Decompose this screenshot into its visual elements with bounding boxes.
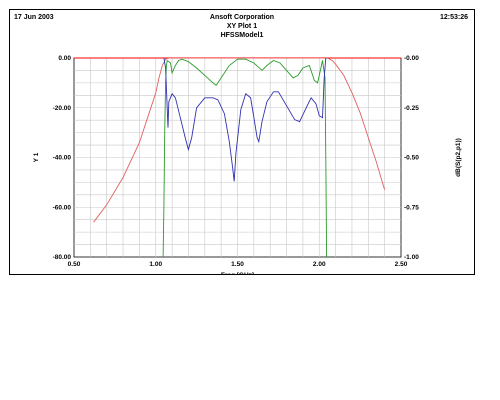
y-tick-label: -40.00 (53, 155, 72, 162)
y2-tick-label: -0.50 (404, 155, 419, 162)
x-tick-label: 0.50 (68, 261, 81, 268)
model-label: HFSSModel1 (220, 32, 264, 39)
y2-axis-title: dB(S(p2,p1)) (455, 138, 462, 177)
series-line-3 (163, 58, 328, 182)
y-tick-label: -60.00 (53, 204, 72, 211)
series-line-2 (162, 58, 328, 257)
y2-tick-label: -0.25 (404, 105, 419, 112)
y-tick-label: 0.00 (58, 55, 71, 62)
y-axis-title: Y 1 (33, 152, 40, 162)
x-tick-label: 1.50 (231, 261, 244, 268)
plot-title: XY Plot 1 (226, 23, 258, 30)
company-label: Ansoft Corporation (209, 14, 275, 21)
y2-tick-label: -0.75 (404, 204, 419, 211)
y2-tick-label: -0.00 (404, 55, 419, 62)
x-tick-label: 2.50 (395, 261, 408, 268)
y-tick-label: -80.00 (53, 254, 72, 261)
time-label: 12:53:26 (439, 14, 468, 21)
x-axis-title: Freq [GHz] (221, 272, 254, 274)
plot-window: 17 Jun 2003 Ansoft Corporation XY Plot 1… (9, 9, 475, 275)
x-tick-label: 2.00 (313, 261, 326, 268)
y-tick-label: -20.00 (53, 105, 72, 112)
date-label: 17 Jun 2003 (14, 14, 54, 21)
xy-chart: 0.50 1.00 1.50 2.00 2.50 0.00 -20.00 -40.00 -60.… (33, 55, 462, 274)
series-line-1 (93, 58, 386, 223)
y2-tick-label: -1.00 (404, 254, 419, 261)
x-tick-label: 1.00 (149, 261, 162, 268)
